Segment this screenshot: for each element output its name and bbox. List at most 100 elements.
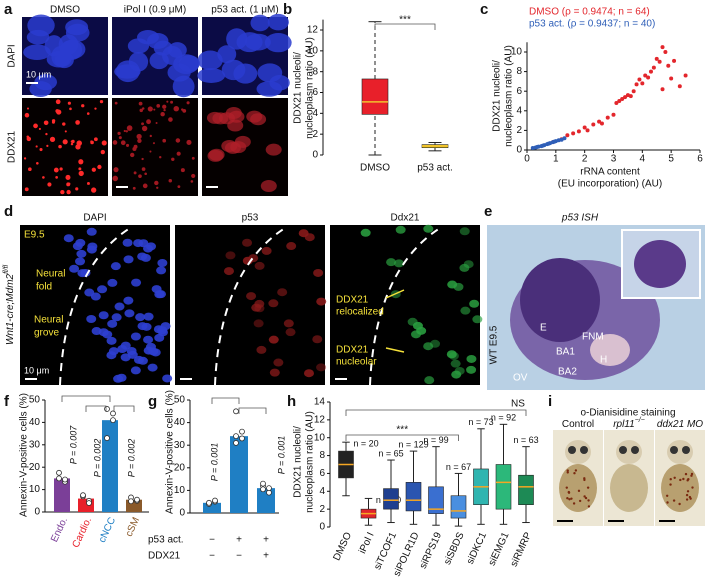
eye	[568, 446, 576, 454]
cell	[143, 335, 154, 344]
point	[677, 84, 682, 89]
point	[546, 141, 551, 146]
data-point	[80, 492, 86, 499]
data-point	[206, 499, 212, 506]
eye	[580, 446, 588, 454]
point	[620, 97, 625, 102]
nucleolus	[59, 167, 63, 171]
y-tick-label: 40	[174, 417, 186, 428]
point	[663, 50, 668, 54]
x-tick-label: 1	[553, 154, 559, 165]
panel-letter: d	[4, 203, 13, 220]
stain	[577, 489, 581, 493]
inset-embryo	[634, 240, 686, 288]
cell	[90, 292, 101, 301]
point	[643, 73, 648, 78]
data-point	[62, 476, 68, 483]
cell	[254, 261, 265, 270]
cell	[277, 288, 288, 297]
nucleolus	[53, 167, 59, 173]
column-label: p53 act. (1 μM)	[211, 5, 278, 16]
box	[495, 464, 512, 510]
nucleolus	[78, 159, 84, 165]
y-tick-label: 30	[174, 440, 186, 451]
column-label: Control	[562, 419, 594, 430]
cell	[459, 227, 470, 236]
nucleolus	[49, 136, 56, 142]
nucleolus	[123, 129, 126, 133]
nucleolus	[175, 138, 181, 143]
arrow-label: nucleolar	[336, 357, 377, 368]
cell	[225, 251, 236, 260]
cell	[69, 264, 80, 273]
nucleus	[23, 44, 51, 60]
stain	[566, 497, 569, 500]
y-tick-label: 0	[312, 150, 318, 161]
nucleolus	[168, 117, 173, 122]
cell	[223, 267, 234, 276]
point	[540, 143, 545, 148]
point	[683, 73, 688, 78]
nucleolus	[62, 139, 68, 145]
nucleolus	[91, 187, 97, 193]
cell	[312, 335, 323, 344]
nucleolus	[186, 101, 190, 105]
y-tick-label: 0	[34, 507, 40, 518]
p-value: P = 0.002	[126, 439, 136, 477]
stain	[573, 472, 576, 475]
nucleolus	[56, 109, 62, 115]
data-point	[233, 440, 239, 446]
cell	[316, 297, 327, 306]
y-tick-label: 12	[314, 414, 326, 425]
cell	[91, 327, 102, 336]
x-axis-label: (EU incorporation) (AU)	[558, 179, 662, 190]
region-label: Neural	[36, 269, 65, 280]
point	[571, 131, 576, 136]
nucleolus	[86, 112, 90, 115]
point	[623, 95, 628, 100]
bracket	[345, 409, 527, 416]
nucleolus	[43, 120, 49, 126]
stain	[672, 499, 676, 502]
cell	[137, 252, 148, 261]
nucleus	[34, 74, 58, 91]
nucleolus	[171, 157, 175, 162]
nucleus	[128, 51, 149, 72]
nucleolus	[126, 125, 133, 131]
nucleolus	[159, 155, 162, 159]
bar	[230, 436, 248, 513]
nucleus	[149, 52, 169, 70]
nucleolus	[81, 104, 85, 108]
nucleolus	[156, 104, 161, 108]
nucleolus	[120, 140, 126, 146]
nucleolus	[155, 121, 158, 124]
x-axis-label: rRNA content	[580, 167, 640, 178]
panel-letter: b	[283, 1, 292, 18]
panel-letter: f	[4, 393, 10, 410]
bracket	[211, 397, 240, 404]
nucleolus	[91, 167, 96, 172]
y-tick-label: 10	[511, 47, 523, 58]
y-tick-label: 10	[314, 432, 326, 443]
stain	[686, 490, 690, 493]
point	[654, 56, 659, 61]
row-label: DAPI	[7, 44, 18, 67]
cell	[120, 341, 131, 350]
stain	[583, 495, 586, 498]
bracket	[345, 434, 459, 441]
column-label: p53	[242, 213, 259, 224]
x-tick-label: 2	[582, 154, 588, 165]
point	[591, 122, 596, 127]
label-sup: −/−	[635, 417, 645, 424]
cell	[122, 238, 133, 247]
cell	[316, 363, 327, 372]
cell	[98, 311, 109, 320]
point	[552, 139, 557, 144]
panel-letter: i	[548, 393, 552, 410]
legend-entry: p53 act. (ρ = 0.9437; n = 40)	[529, 19, 655, 30]
cell	[138, 239, 149, 248]
genotype-sup: fl/fl	[3, 265, 10, 274]
box	[450, 495, 467, 519]
cell	[416, 326, 427, 335]
cell	[386, 258, 397, 267]
